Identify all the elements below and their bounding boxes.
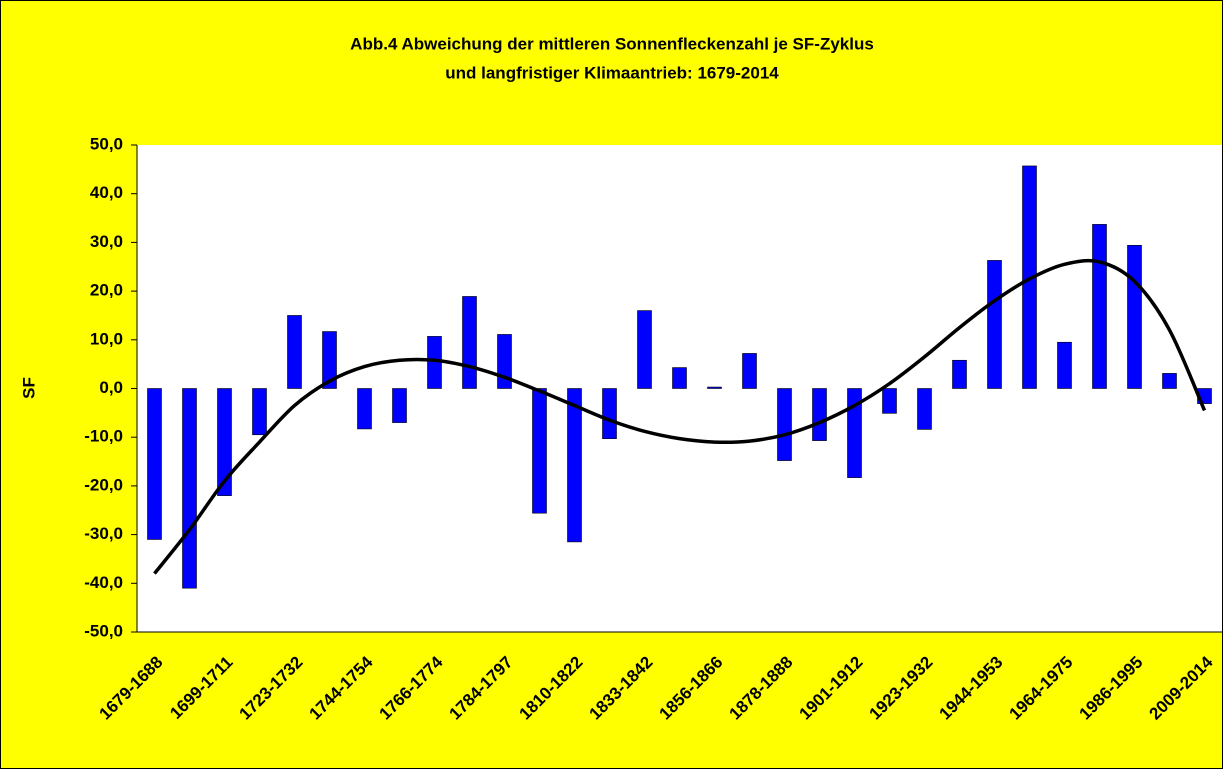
bar [952,359,967,389]
chart-title: Abb.4 Abweichung der mittleren Sonnenfle… [350,34,874,53]
bar [602,388,617,439]
y-tick-label: -30,0 [84,524,123,543]
y-tick-label: -40,0 [84,573,123,592]
y-tick-label: 40,0 [90,183,123,202]
bar [1162,373,1177,389]
bar [1092,224,1107,389]
bar [287,315,302,389]
bar [742,353,757,389]
bar [777,388,792,461]
bar [882,388,897,414]
bar [357,388,372,430]
y-tick-label: -10,0 [84,427,123,446]
bar [147,388,162,540]
y-tick-label: 10,0 [90,329,123,348]
y-tick-label: -50,0 [84,621,123,640]
bar [987,260,1002,389]
bar [812,388,827,441]
bar [392,388,407,423]
bar [462,296,477,389]
bar [637,310,652,389]
y-axis-label: SF [19,377,38,399]
y-tick-label: 30,0 [90,232,123,251]
bar [672,367,687,389]
trend-line [153,258,1207,575]
bar [532,388,547,514]
bar [252,388,267,436]
bar [217,388,232,496]
bar [917,388,932,430]
chart-title: und langfristiger Klimaantrieb: 1679-201… [445,63,779,82]
y-tick-label: -20,0 [84,475,123,494]
bar [182,388,197,589]
bar [847,388,862,478]
bar [1127,245,1142,389]
y-tick-label: 50,0 [90,134,123,153]
bar [707,386,722,389]
bar [567,388,582,543]
y-tick-label: 20,0 [90,281,123,300]
bar [1057,341,1072,389]
bar [322,331,337,389]
y-tick-label: 0,0 [99,378,123,397]
